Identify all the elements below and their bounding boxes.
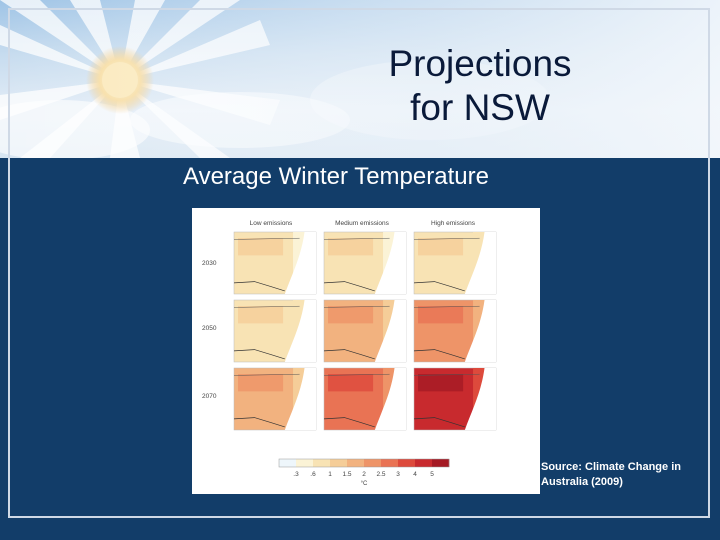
legend-tick-5: 2.5 [376, 471, 385, 478]
legend-swatch-9 [432, 459, 450, 467]
legend-swatch-1 [296, 459, 314, 467]
projection-maps-figure: Low emissions Medium emissions High emis… [192, 208, 540, 494]
row-label-2070: 2070 [202, 393, 217, 400]
legend-tick-3: 1.5 [342, 471, 351, 478]
maps-grid-svg: Low emissions Medium emissions High emis… [202, 220, 497, 487]
source-line-2: Australia (2009) [541, 476, 623, 488]
legend-tick-1: .6 [310, 471, 316, 478]
title-line-2: for NSW [410, 87, 550, 128]
source-line-1: Source: Climate Change in [541, 461, 681, 473]
map-panel-2030-high [413, 231, 497, 295]
map-panel-2070-medium [323, 367, 407, 431]
legend-tick-4: 2 [362, 471, 366, 478]
legend-tick-7: 4 [413, 471, 417, 478]
legend-swatch-7 [398, 459, 416, 467]
slide-subtitle: Average Winter Temperature [183, 163, 489, 190]
map-panel-2070-high [413, 367, 497, 431]
legend-swatch-8 [415, 459, 433, 467]
legend-tick-2: 1 [328, 471, 332, 478]
color-legend [278, 458, 450, 468]
title-line-1: Projections [388, 43, 572, 84]
map-panel-2030-medium [323, 231, 407, 295]
legend-swatch-4 [347, 459, 365, 467]
column-label-low: Low emissions [250, 220, 293, 227]
column-label-high: High emissions [431, 220, 476, 227]
row-label-2030: 2030 [202, 260, 217, 267]
legend-tick-0: .3 [293, 471, 299, 478]
column-label-medium: Medium emissions [335, 220, 390, 227]
legend-swatch-0 [279, 459, 297, 467]
map-panel-2030-low [233, 231, 317, 295]
sun-rays-graphic [0, 0, 720, 158]
map-panel-2050-medium [323, 299, 407, 363]
legend-unit: °C [361, 481, 368, 487]
legend-swatch-6 [381, 459, 399, 467]
legend-swatch-3 [330, 459, 348, 467]
legend-tick-8: 5 [430, 471, 434, 478]
slide-title: Projections for NSW [360, 42, 600, 130]
source-citation: Source: Climate Change in Australia (200… [541, 460, 716, 490]
map-panel-2070-low [233, 367, 317, 431]
map-panel-2050-low [233, 299, 317, 363]
legend-swatch-2 [313, 459, 331, 467]
sky-header-banner [0, 0, 720, 158]
legend-swatch-5 [364, 459, 382, 467]
map-panel-2050-high [413, 299, 497, 363]
legend-tick-6: 3 [396, 471, 400, 478]
row-label-2050: 2050 [202, 325, 217, 332]
